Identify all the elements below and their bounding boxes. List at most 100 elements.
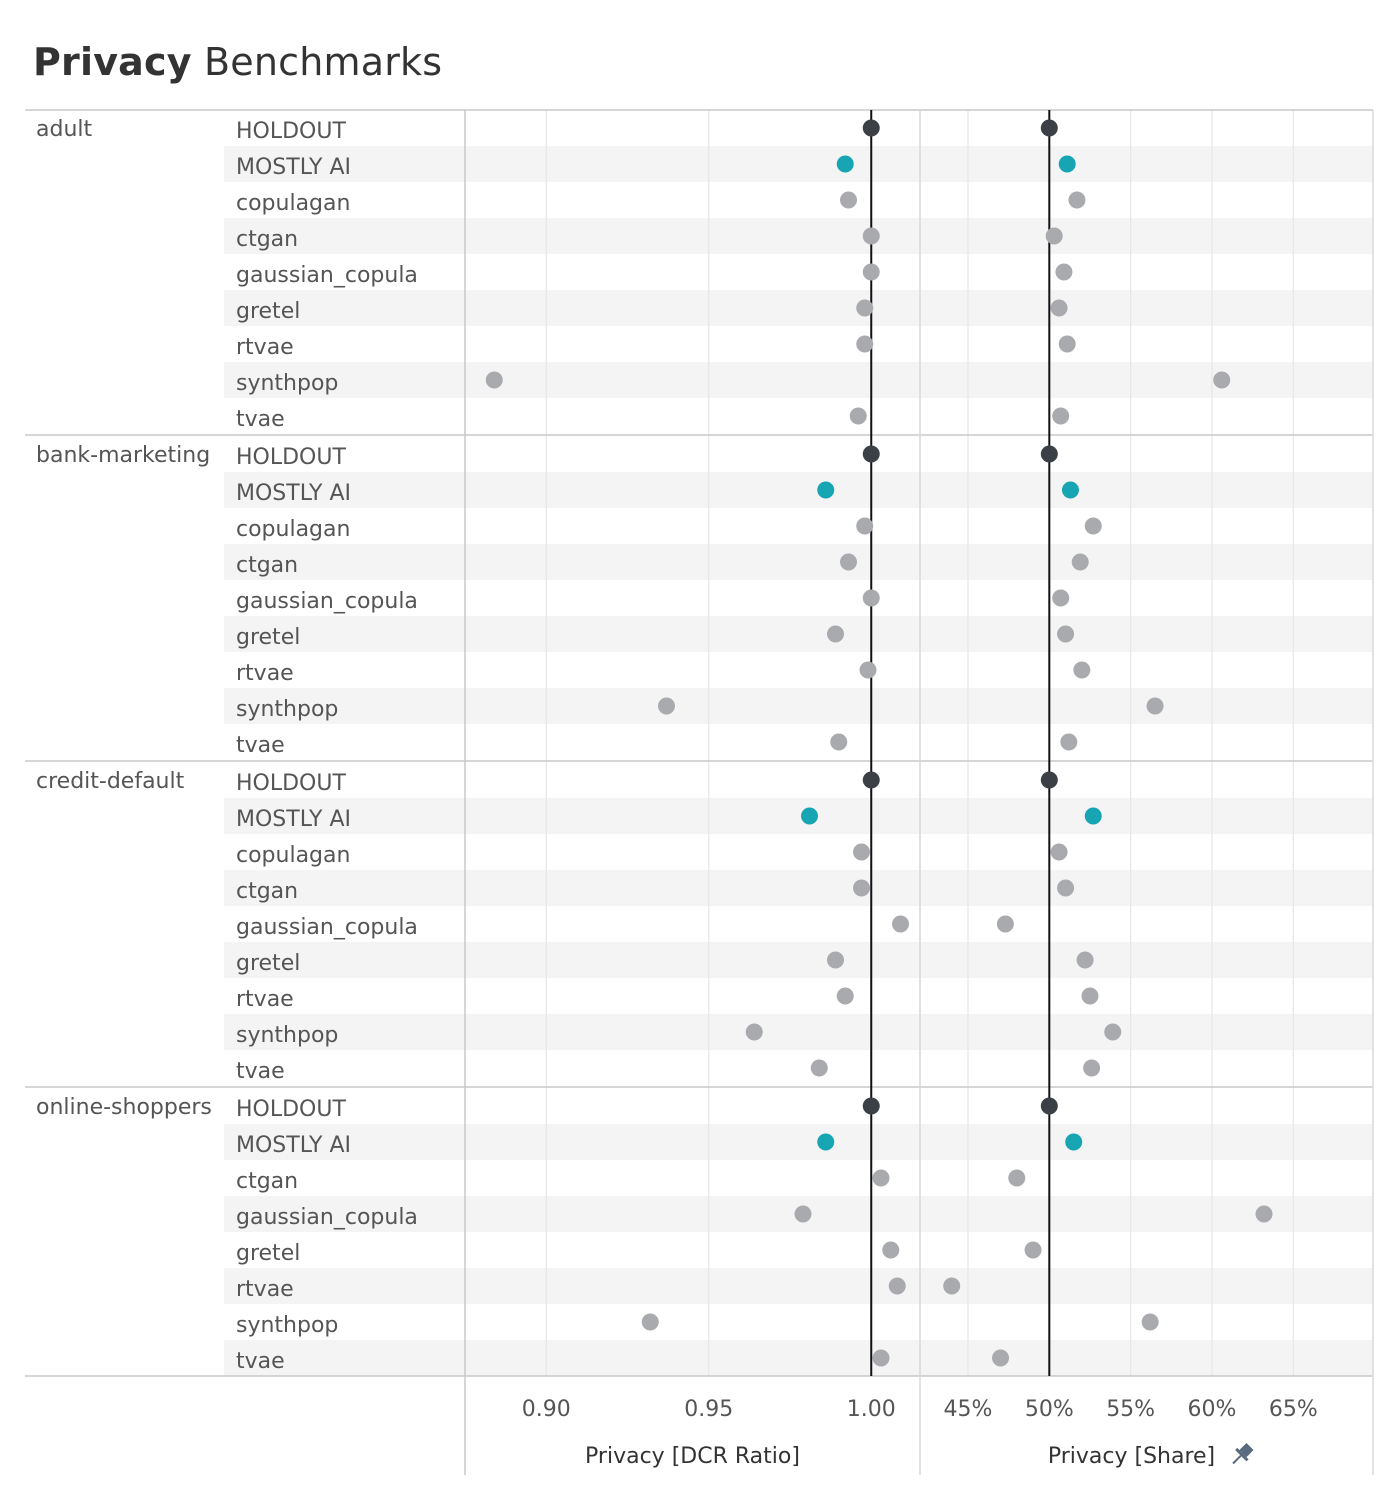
share-point xyxy=(1052,589,1070,607)
share-point xyxy=(1073,661,1091,679)
row-stripe xyxy=(224,616,1373,652)
method-label: rtvae xyxy=(236,1277,294,1302)
row-stripe xyxy=(224,1124,1373,1160)
method-label: synthpop xyxy=(236,1313,338,1338)
share-tick-label: 45% xyxy=(944,1397,993,1422)
share-point xyxy=(1061,481,1079,499)
row-stripe xyxy=(224,146,1373,182)
pin-icon-needle xyxy=(1232,1455,1242,1465)
dcr-point xyxy=(827,625,844,643)
pin-icon-collar xyxy=(1235,1447,1249,1462)
dcr-point xyxy=(882,1241,900,1259)
share-point xyxy=(1057,625,1075,643)
method-label: ctgan xyxy=(236,553,298,578)
method-label: gretel xyxy=(236,299,300,324)
dcr-point xyxy=(658,697,675,715)
frame xyxy=(25,109,1374,1475)
share-point xyxy=(996,915,1014,933)
dcr-point xyxy=(810,1059,828,1077)
dcr-point xyxy=(817,481,835,499)
dcr-point xyxy=(836,987,854,1005)
dcr-point xyxy=(862,771,880,789)
dcr-point xyxy=(830,733,848,751)
dcr-point xyxy=(862,227,880,245)
share-point xyxy=(1060,733,1078,751)
method-label: rtvae xyxy=(236,661,294,686)
dcr-point xyxy=(836,155,854,173)
share-point xyxy=(1055,263,1073,281)
dcr-point xyxy=(794,1205,812,1223)
dataset-label: credit-default xyxy=(36,769,185,794)
method-label: gretel xyxy=(236,1241,300,1266)
share-point xyxy=(1076,951,1094,969)
row-stripe xyxy=(224,1014,1373,1050)
row-stripe xyxy=(224,870,1373,906)
method-label: rtvae xyxy=(236,987,294,1012)
dcr-tick-label: 1.00 xyxy=(847,1397,896,1422)
share-point xyxy=(1040,1097,1058,1115)
row-stripe xyxy=(224,290,1373,326)
dcr-point xyxy=(862,263,880,281)
method-label: HOLDOUT xyxy=(236,771,346,796)
method-label: HOLDOUT xyxy=(236,1097,346,1122)
share-tick-label: 50% xyxy=(1025,1397,1074,1422)
dcr-point xyxy=(892,915,909,933)
row-stripe xyxy=(224,942,1373,978)
share-point xyxy=(1040,119,1058,137)
share-point xyxy=(1084,807,1102,825)
method-label: tvae xyxy=(236,1349,285,1374)
row-stripe xyxy=(224,1340,1373,1376)
share-tick-label: 65% xyxy=(1269,1397,1318,1422)
dcr-point xyxy=(801,807,818,825)
share-point xyxy=(1045,227,1063,245)
method-label: HOLDOUT xyxy=(236,445,346,470)
method-label: synthpop xyxy=(236,1023,338,1048)
method-label: copulagan xyxy=(236,191,350,216)
share-point xyxy=(1141,1313,1159,1331)
share-point xyxy=(1024,1241,1042,1259)
share-point xyxy=(1083,1059,1101,1077)
share-point xyxy=(1040,445,1058,463)
share-point xyxy=(992,1349,1010,1367)
share-point xyxy=(1008,1169,1026,1187)
method-label: tvae xyxy=(236,1059,285,1084)
chart-title-rest: Benchmarks xyxy=(204,40,443,84)
share-point xyxy=(943,1277,961,1295)
method-label: rtvae xyxy=(236,335,294,360)
share-point xyxy=(1065,1133,1083,1151)
dcr-point xyxy=(485,371,503,389)
dcr-point xyxy=(862,589,880,607)
method-label: ctgan xyxy=(236,227,298,252)
dcr-point xyxy=(862,119,880,137)
dcr-axis-title: Privacy [DCR Ratio] xyxy=(585,1444,800,1469)
share-tick-label: 60% xyxy=(1188,1397,1237,1422)
dcr-point xyxy=(641,1313,659,1331)
share-tick-label: 55% xyxy=(1106,1397,1155,1422)
dcr-point xyxy=(859,661,877,679)
row-stripe xyxy=(224,544,1373,580)
share-point xyxy=(1058,155,1076,173)
chart-title: Privacy Benchmarks xyxy=(33,40,442,84)
method-label: gretel xyxy=(236,625,300,650)
method-label: ctgan xyxy=(236,879,298,904)
share-point xyxy=(1071,553,1089,571)
method-label: gaussian_copula xyxy=(236,915,418,940)
row-stripe xyxy=(224,688,1373,724)
method-label: ctgan xyxy=(236,1169,298,1194)
dataset-label: bank-marketing xyxy=(36,443,210,468)
chart-title-bold: Privacy xyxy=(33,40,192,84)
dcr-point xyxy=(827,951,844,969)
share-point xyxy=(1040,771,1058,789)
row-stripe xyxy=(224,798,1373,834)
dcr-point xyxy=(872,1349,890,1367)
dcr-point xyxy=(856,517,874,535)
method-label: gretel xyxy=(236,951,300,976)
dcr-point xyxy=(840,553,857,571)
dcr-tick-label: 0.95 xyxy=(684,1397,733,1422)
dcr-point xyxy=(888,1277,906,1295)
row-backgrounds xyxy=(224,146,1373,1376)
method-label: copulagan xyxy=(236,843,350,868)
row-stripe xyxy=(224,362,1373,398)
dcr-point xyxy=(849,407,867,425)
share-point xyxy=(1104,1023,1122,1041)
